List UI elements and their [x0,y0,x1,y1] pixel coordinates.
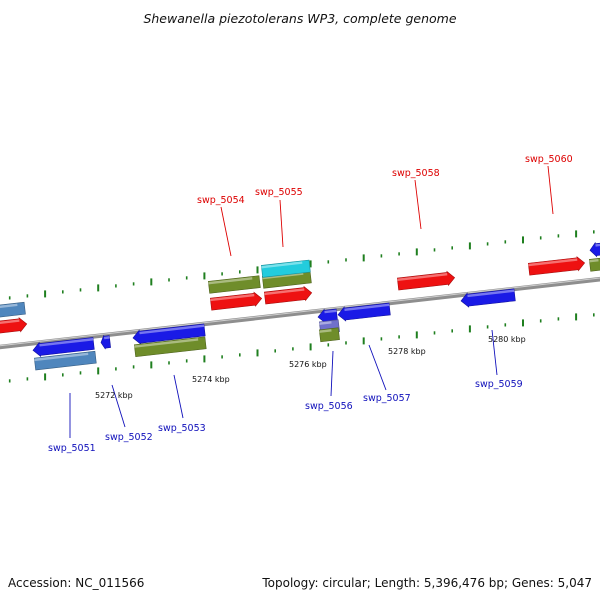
gene-label-swp-5055: swp_5055 [255,187,303,198]
gene-label-swp-5054: swp_5054 [197,195,245,206]
gene-label-swp-5059: swp_5059 [475,379,523,390]
leader-swp-5055 [279,199,284,248]
tick-label-5276: 5276 kbp [289,360,327,369]
cds-swp-5052 [100,335,111,350]
gene-swp-5054-body [207,275,261,294]
gene-swp-5053 [133,336,207,358]
genome-title: Shewanella piezotolerans WP3, complete g… [143,11,456,26]
leader-swp-5060 [547,165,554,215]
gene-right-edge-gloss [589,258,599,263]
gene-swp-5053-body [133,336,207,358]
accession-label: Accession: NC_011566 [8,576,145,590]
gene-labels: swp_5051 swp_5052 swp_5053 swp_5054 swp_5055… [48,154,573,454]
cds-swp-5052-gloss [103,336,110,340]
gene-swp-5054 [207,275,261,294]
cds-swp-5059-gloss [467,289,515,298]
cds-swp-5060 [527,256,586,276]
leader-swp-5059 [491,329,498,376]
gene-label-swp-5058: swp_5058 [392,168,440,179]
cds-swp-5060-gloss [528,258,578,267]
rna-swp-5055-gloss [261,261,303,269]
gene-swp-5051 [33,350,97,371]
leader-swp-5053 [173,374,184,419]
cds-swp-5055-gloss [264,288,305,296]
cds-right-edge-body [589,241,600,258]
gene-left-edge-body [0,301,26,319]
cds-swp-5056-gloss [324,309,337,314]
cds-swp-5057-body [337,302,391,322]
cds-swp-5059 [460,288,516,308]
gene-swp-5056-lower-gloss [319,329,332,333]
genome-summary: Topology: circular; Length: 5,396,476 bp… [262,576,592,590]
gene-swp-5054-gloss [208,277,253,285]
gene-swp-5056-upper-gloss [319,321,332,325]
gene-label-swp-5056: swp_5056 [305,401,353,412]
tick-labels: 5272 kbp 5274 kbp 5276 kbp 5278 kbp 5280 kbp [95,335,526,400]
gene-left-edge-gloss [0,303,18,310]
cds-swp-5053-gloss [139,324,205,335]
backbone-highlight [0,277,600,347]
tick-label-5280: 5280 kbp [488,335,526,344]
cds-right-edge [589,241,600,258]
gene-label-swp-5051: swp_5051 [48,443,96,454]
cds-swp-5051 [32,337,95,358]
cds-left-edge-gloss [0,319,20,326]
gene-features [0,241,600,371]
ruler-tracks [8,230,595,383]
gene-swp-5053-gloss [134,338,199,348]
leader-swp-5052 [111,384,126,428]
tick-label-5278: 5278 kbp [388,347,426,356]
cds-swp-5057-gloss [344,303,390,312]
label-leaders [69,165,554,438]
gene-left-edge [0,301,26,319]
leader-swp-5058 [414,179,422,230]
cds-swp-5058 [396,270,456,291]
gene-label-swp-5057: swp_5057 [363,393,411,404]
leader-swp-5054 [220,206,232,257]
rna-swp-5055 [260,259,311,278]
cds-swp-5056 [317,308,338,324]
rna-swp-5055-body [260,259,311,278]
gene-label-swp-5060: swp_5060 [525,154,573,165]
gene-swp-5051-gloss [34,352,89,362]
cds-swp-5053-body [132,323,206,345]
cds-left-edge-body [0,317,28,335]
gene-right-edge [588,257,600,272]
leader-swp-5056 [330,350,334,397]
tick-label-5272: 5272 kbp [95,391,133,400]
gene-label-swp-5052: swp_5052 [105,432,153,443]
gene-swp-5056-lower [318,327,340,343]
cds-swp-5053 [132,323,206,345]
cds-swp-5055 [263,285,313,305]
cds-left-edge [0,317,28,335]
gene-swp-5051-body [33,350,97,371]
cds-swp-5055-body [263,285,313,305]
tick-label-5274: 5274 kbp [192,375,230,384]
cds-swp-5054-body [209,291,263,311]
cds-swp-5054 [209,291,263,311]
leader-swp-5057 [368,344,387,391]
cds-swp-5058-gloss [397,273,448,282]
cds-swp-5054-gloss [210,293,255,302]
cds-swp-5051-gloss [39,338,94,347]
cds-swp-5057 [337,302,391,322]
gene-label-swp-5053: swp_5053 [158,423,206,434]
